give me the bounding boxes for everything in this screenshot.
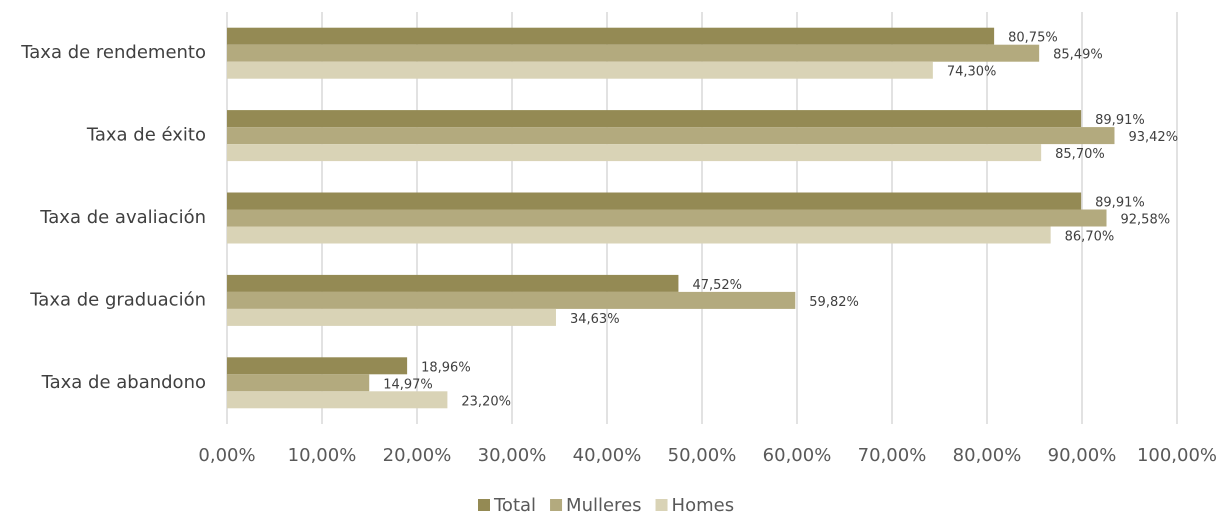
bar	[227, 127, 1115, 145]
data-label: 85,49%	[1053, 48, 1103, 63]
data-label: 89,91%	[1095, 113, 1145, 128]
legend-label: Total	[493, 495, 536, 516]
x-tick-label: 20,00%	[383, 445, 452, 466]
bar	[227, 226, 1051, 244]
data-label: 85,70%	[1055, 147, 1105, 162]
legend-swatch	[655, 499, 668, 511]
x-tick-label: 0,00%	[198, 445, 255, 466]
x-tick-label: 60,00%	[763, 445, 832, 466]
bar	[227, 308, 556, 326]
y-tick-label: Taxa de graduación	[29, 289, 206, 310]
bar	[227, 27, 995, 45]
x-tick-label: 80,00%	[953, 445, 1022, 466]
x-tick-label: 40,00%	[573, 445, 642, 466]
data-label: 86,70%	[1065, 230, 1115, 245]
x-tick-label: 90,00%	[1048, 445, 1117, 466]
data-label: 59,82%	[809, 295, 859, 310]
bar	[227, 61, 933, 79]
x-tick-label: 10,00%	[288, 445, 357, 466]
bar	[227, 357, 408, 375]
x-tick-label: 50,00%	[668, 445, 737, 466]
data-label: 34,63%	[570, 312, 620, 327]
legend-swatch	[550, 499, 563, 511]
data-label: 23,20%	[461, 394, 511, 409]
data-label: 80,75%	[1008, 31, 1058, 46]
bar	[227, 391, 448, 409]
bar	[227, 274, 679, 292]
data-label: 74,30%	[947, 65, 997, 80]
data-label: 18,96%	[421, 360, 471, 375]
data-label: 14,97%	[383, 377, 433, 392]
y-tick-label: Taxa de avaliación	[39, 207, 206, 228]
data-label: 47,52%	[692, 278, 742, 293]
y-tick-label: Taxa de abandono	[41, 372, 206, 393]
data-label: 93,42%	[1128, 130, 1178, 145]
x-tick-label: 100,00%	[1137, 445, 1217, 466]
bar	[227, 192, 1082, 210]
data-label: 92,58%	[1121, 213, 1171, 228]
y-tick-label: Taxa de éxito	[86, 125, 206, 146]
bar	[227, 144, 1042, 162]
legend-label: Homes	[672, 495, 735, 516]
y-tick-label: Taxa de rendemento	[20, 42, 206, 63]
bar	[227, 44, 1040, 62]
legend-swatch	[478, 499, 490, 511]
legend-label: Mulleres	[566, 495, 641, 516]
x-tick-label: 70,00%	[858, 445, 927, 466]
bar	[227, 291, 796, 309]
bar	[227, 110, 1082, 128]
bar	[227, 374, 370, 392]
data-label: 89,91%	[1095, 196, 1145, 211]
x-tick-label: 30,00%	[478, 445, 547, 466]
bar	[227, 209, 1107, 227]
